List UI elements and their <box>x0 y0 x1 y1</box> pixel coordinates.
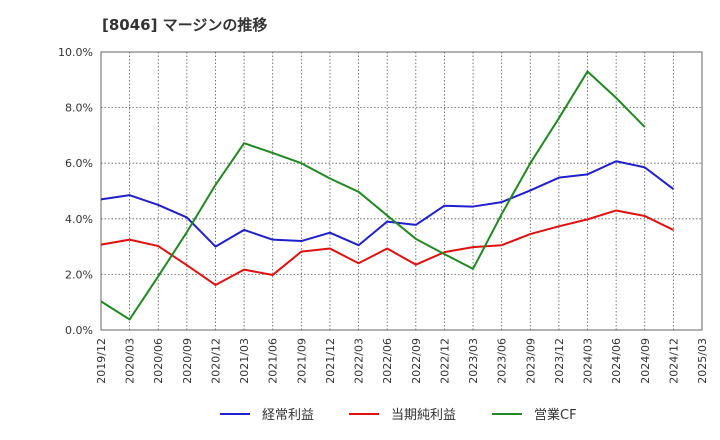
x-tick-label: 2024/06 <box>610 338 623 384</box>
y-tick-label: 2.0% <box>65 268 93 281</box>
y-tick-label: 10.0% <box>58 46 93 59</box>
x-tick-label: 2021/09 <box>295 338 308 384</box>
x-tick-label: 2024/12 <box>667 338 680 384</box>
x-tick-label: 2023/03 <box>467 338 480 384</box>
x-tick-label: 2020/06 <box>152 338 165 384</box>
x-tick-label: 2021/06 <box>267 338 280 384</box>
series-line-0 <box>100 160 674 248</box>
x-tick-label: 2024/09 <box>639 338 652 384</box>
legend-label: 営業CF <box>534 407 577 423</box>
x-tick-label: 2022/03 <box>353 338 366 384</box>
x-tick-label: 2020/09 <box>181 338 194 384</box>
series-layer <box>100 70 674 321</box>
axis-layer: 0.0% 2.0% 4.0% 6.0% 8.0% 10.0% 2019/12 2020/03 2… <box>58 46 709 384</box>
y-tick-label: 4.0% <box>65 213 93 226</box>
legend-item: 経常利益 <box>220 408 314 423</box>
x-tick-label: 2022/12 <box>438 338 451 384</box>
x-tick-label: 2022/09 <box>410 338 423 384</box>
chart-title: [8046] マージンの推移 <box>102 16 268 34</box>
x-tick-label: 2020/03 <box>124 338 137 384</box>
x-tick-label: 2022/06 <box>381 338 394 384</box>
grid-layer <box>100 51 703 331</box>
x-tick-label: 2025/03 <box>696 338 709 384</box>
legend-label: 経常利益 <box>262 408 314 423</box>
y-tick-label: 0.0% <box>65 324 93 337</box>
legend-item: 当期純利益 <box>349 408 456 423</box>
x-tick-label: 2021/03 <box>238 338 251 384</box>
y-tick-label: 6.0% <box>65 157 93 170</box>
x-tick-label: 2024/03 <box>582 338 595 384</box>
series-line-1 <box>100 209 674 286</box>
x-tick-label: 2020/12 <box>209 338 222 384</box>
legend: 経常利益 当期純利益 営業CF <box>220 407 577 423</box>
x-tick-label: 2023/09 <box>524 338 537 384</box>
plot-area <box>100 51 703 331</box>
x-tick-label: 2021/12 <box>324 338 337 384</box>
x-tick-label: 2019/12 <box>95 338 108 384</box>
x-tick-label: 2023/06 <box>496 338 509 384</box>
series-line-2 <box>100 70 646 321</box>
x-tick-label: 2023/12 <box>553 338 566 384</box>
y-tick-label: 8.0% <box>65 102 93 115</box>
legend-label: 当期純利益 <box>391 408 456 423</box>
legend-item: 営業CF <box>492 407 577 423</box>
